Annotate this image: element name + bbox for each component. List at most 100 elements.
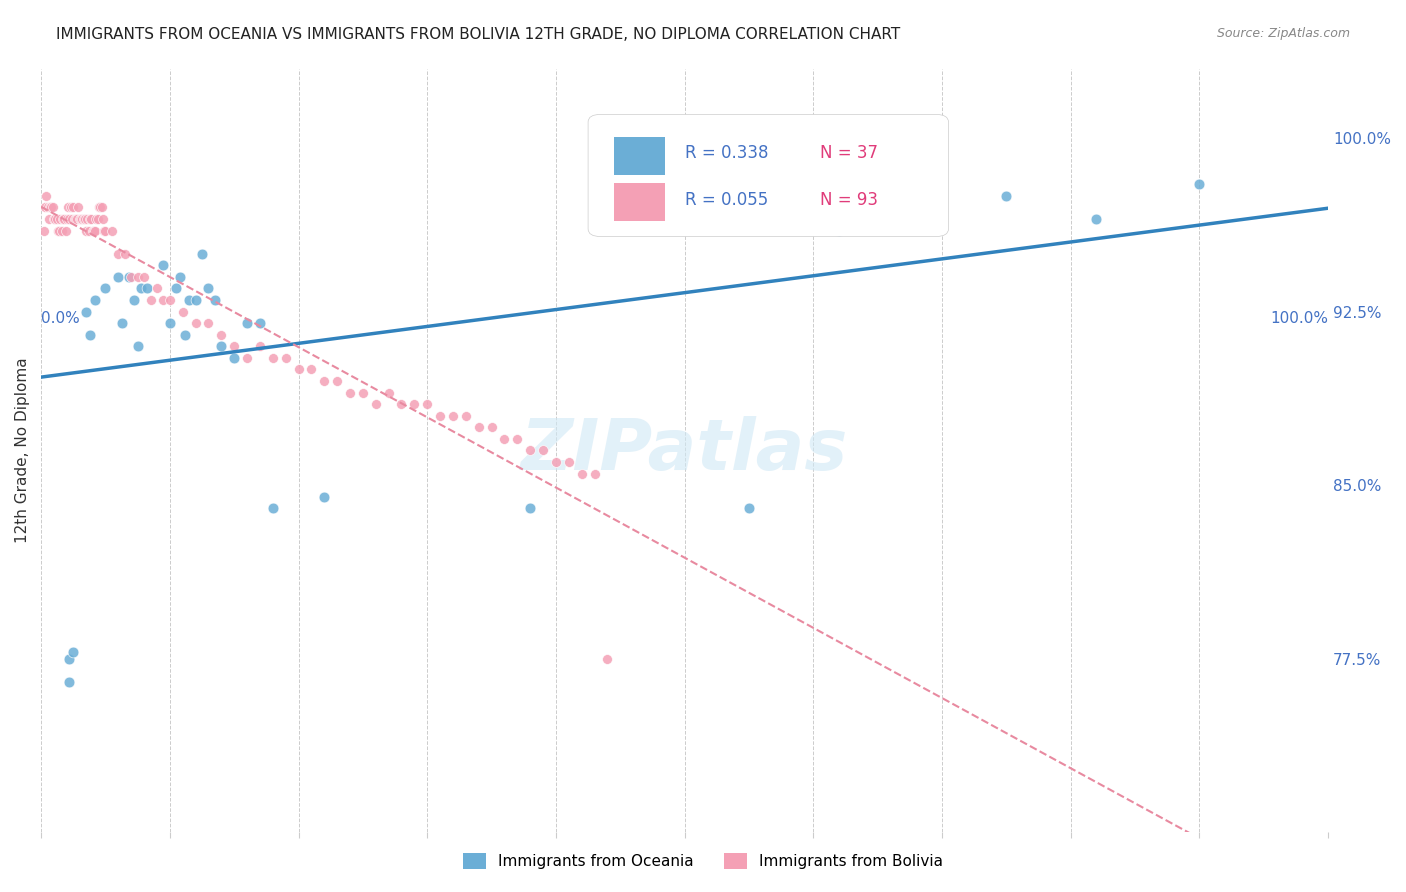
- Point: [70, 211, 93, 226]
- Point: [35, 189, 58, 203]
- Point: [481, 420, 503, 434]
- Point: [80, 211, 103, 226]
- Point: [467, 420, 489, 434]
- Point: [184, 316, 207, 330]
- Point: [159, 316, 181, 330]
- Point: [63, 211, 86, 226]
- Point: [90, 201, 112, 215]
- Point: [159, 293, 181, 307]
- Point: [262, 501, 284, 516]
- Point: [262, 351, 284, 365]
- Point: [111, 316, 134, 330]
- Point: [107, 246, 129, 260]
- Point: [339, 385, 361, 400]
- Point: [77, 223, 100, 237]
- Point: [165, 281, 187, 295]
- Point: [79, 211, 101, 226]
- Point: [94, 223, 117, 237]
- Text: R = 0.055: R = 0.055: [685, 191, 768, 209]
- Point: [38, 211, 60, 226]
- Point: [1085, 211, 1108, 226]
- Point: [91, 211, 114, 226]
- Point: [67, 201, 90, 215]
- Point: [429, 409, 451, 423]
- Point: [314, 374, 336, 388]
- Point: [441, 409, 464, 423]
- Legend: Immigrants from Oceania, Immigrants from Bolivia: Immigrants from Oceania, Immigrants from…: [457, 847, 949, 875]
- Point: [738, 501, 761, 516]
- Point: [364, 397, 387, 411]
- Point: [82, 223, 104, 237]
- Point: [76, 211, 98, 226]
- Point: [84, 293, 107, 307]
- Point: [209, 327, 232, 342]
- Point: [197, 281, 219, 295]
- Point: [404, 397, 426, 411]
- Point: [32, 223, 55, 237]
- Point: [94, 281, 117, 295]
- Point: [58, 675, 80, 690]
- Point: [391, 397, 413, 411]
- Point: [55, 223, 77, 237]
- Point: [544, 455, 567, 469]
- Point: [62, 645, 84, 659]
- Point: [93, 223, 115, 237]
- Text: 0.0%: 0.0%: [41, 311, 80, 326]
- Point: [152, 258, 174, 272]
- Point: [83, 223, 105, 237]
- Point: [204, 293, 226, 307]
- Point: [42, 211, 65, 226]
- Point: [132, 269, 155, 284]
- Text: R = 0.338: R = 0.338: [685, 144, 768, 161]
- Point: [89, 201, 111, 215]
- Point: [571, 467, 593, 481]
- Point: [49, 211, 72, 226]
- Point: [41, 201, 63, 215]
- Point: [299, 362, 322, 376]
- Point: [224, 339, 246, 353]
- Point: [377, 385, 399, 400]
- Text: ZIPatlas: ZIPatlas: [522, 416, 848, 485]
- Point: [416, 397, 439, 411]
- Point: [249, 316, 271, 330]
- Point: [1188, 178, 1211, 192]
- Point: [172, 304, 194, 318]
- Point: [314, 490, 336, 504]
- Point: [66, 211, 89, 226]
- FancyBboxPatch shape: [614, 183, 665, 221]
- Point: [135, 281, 157, 295]
- Point: [122, 293, 145, 307]
- Point: [58, 652, 80, 666]
- Point: [75, 304, 97, 318]
- Point: [184, 293, 207, 307]
- Point: [558, 455, 581, 469]
- Point: [352, 385, 374, 400]
- Point: [249, 339, 271, 353]
- Point: [519, 443, 541, 458]
- Point: [131, 281, 153, 295]
- Point: [139, 293, 162, 307]
- Point: [117, 269, 139, 284]
- Point: [209, 339, 232, 353]
- Point: [596, 652, 619, 666]
- Point: [34, 201, 56, 215]
- Point: [53, 211, 76, 226]
- Point: [56, 201, 79, 215]
- Point: [46, 223, 69, 237]
- FancyBboxPatch shape: [614, 137, 665, 176]
- Point: [87, 201, 110, 215]
- Point: [127, 339, 149, 353]
- Point: [224, 351, 246, 365]
- Point: [58, 211, 80, 226]
- Point: [236, 316, 259, 330]
- Text: IMMIGRANTS FROM OCEANIA VS IMMIGRANTS FROM BOLIVIA 12TH GRADE, NO DIPLOMA CORREL: IMMIGRANTS FROM OCEANIA VS IMMIGRANTS FR…: [56, 27, 900, 42]
- Text: N = 93: N = 93: [820, 191, 877, 209]
- Point: [87, 211, 110, 226]
- Text: Source: ZipAtlas.com: Source: ZipAtlas.com: [1216, 27, 1350, 40]
- Point: [120, 269, 142, 284]
- Point: [84, 223, 107, 237]
- Point: [86, 211, 108, 226]
- Point: [73, 211, 96, 226]
- Point: [531, 443, 554, 458]
- Point: [197, 316, 219, 330]
